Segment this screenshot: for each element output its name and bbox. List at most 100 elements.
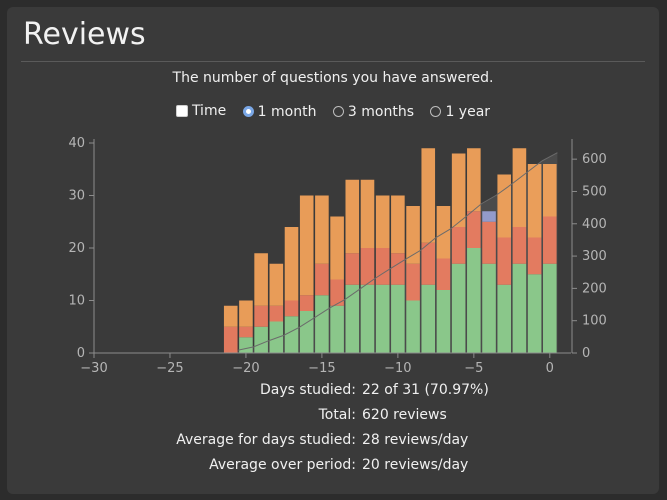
range-1-year-option[interactable]: 1 year — [430, 104, 490, 120]
reviews-card: Reviews The number of questions you have… — [7, 7, 659, 494]
time-checkbox-option[interactable]: Time — [175, 103, 227, 119]
bar-learn — [284, 227, 299, 301]
bar-learn — [223, 305, 238, 327]
bar-mature — [497, 284, 512, 353]
bar-mature — [269, 321, 284, 353]
bar-mature — [421, 284, 436, 353]
range-3-months-option[interactable]: 3 months — [332, 103, 414, 120]
stat-label: Average over period: — [209, 457, 356, 473]
y2-tick-label: 200 — [582, 281, 607, 296]
bar-mature — [467, 248, 481, 353]
bar-young — [269, 305, 284, 322]
bar-mature — [299, 311, 314, 353]
bar-learn — [345, 179, 360, 254]
bar-learn — [497, 174, 512, 238]
y-tick-label: 30 — [68, 189, 85, 204]
stat-row-days-studied: Days studied: 22 of 31 (70.97%) — [7, 382, 659, 402]
range-1-month-option[interactable]: 1 month — [242, 103, 317, 120]
bar-learn — [406, 206, 420, 264]
stat-value: 28 reviews/day — [362, 432, 469, 448]
y2-tick-label: 300 — [582, 249, 607, 264]
stat-label: Total: — [318, 407, 356, 423]
bar-mature — [330, 305, 344, 353]
bar-learn — [330, 216, 344, 280]
range-1-year-radio[interactable] — [430, 106, 442, 117]
y2-tick-label: 500 — [582, 184, 607, 199]
y-tick-label: 10 — [68, 294, 85, 309]
time-label: Time — [191, 103, 227, 119]
bar-mature — [315, 295, 329, 353]
x-tick-label: −30 — [80, 361, 107, 376]
bar-mature — [543, 263, 557, 353]
bar-young — [512, 227, 527, 264]
x-tick-label: −25 — [156, 361, 183, 376]
range-1-month-label: 1 month — [257, 103, 317, 120]
x-tick-label: −10 — [384, 361, 411, 376]
stat-row-total: Total: 620 reviews — [7, 407, 659, 427]
y2-tick-label: 100 — [582, 314, 607, 329]
cumulative-line — [238, 152, 558, 351]
bar-young — [239, 326, 253, 338]
bar-learn — [391, 195, 405, 254]
bar-mature — [406, 300, 420, 353]
bar-learn — [315, 195, 329, 264]
stat-value: 20 reviews/day — [362, 457, 469, 473]
y2-tick-label: 400 — [582, 217, 607, 232]
range-1-year-label: 1 year — [445, 103, 491, 120]
bar-mature — [239, 337, 253, 353]
bar-young — [451, 227, 466, 264]
bar-mature — [436, 290, 451, 353]
bar-young — [421, 242, 436, 285]
bar-young — [406, 263, 420, 301]
bar-young — [436, 258, 451, 290]
stat-label: Days studied: — [259, 382, 356, 398]
stat-label: Average for days studied: — [176, 432, 356, 448]
stat-value: 620 reviews — [362, 407, 447, 423]
range-3-months-radio[interactable] — [332, 106, 344, 117]
bar-learn — [527, 164, 542, 238]
bar-learn — [451, 153, 466, 227]
bar-learn — [269, 263, 284, 306]
bar-mature — [360, 284, 375, 353]
y-tick-label: 40 — [68, 136, 85, 151]
bar-mature — [391, 284, 405, 353]
bar-young — [345, 253, 360, 285]
bar-learn — [375, 195, 390, 248]
bar-young — [284, 300, 299, 317]
bar-learn — [543, 164, 557, 217]
bar-young — [391, 253, 405, 285]
title-divider — [21, 61, 645, 62]
bar-young — [467, 211, 481, 248]
bar-mature — [345, 284, 360, 353]
bar-young — [360, 248, 375, 285]
bar-young — [482, 221, 496, 264]
y2-tick-label: 600 — [582, 152, 607, 167]
bar-young — [527, 237, 542, 275]
bar-young — [497, 237, 512, 285]
card-title: Reviews — [23, 17, 146, 52]
reviews-chart: −30 −25 −20 −15 −10 −5 00102030400100200300400… — [68, 136, 607, 376]
time-checkbox[interactable] — [175, 105, 188, 117]
x-tick-label: 0 — [546, 361, 554, 376]
bar-mature — [512, 263, 527, 353]
bar-young — [254, 305, 268, 327]
bar-young — [299, 295, 314, 311]
x-tick-label: −15 — [308, 361, 335, 376]
bar-relearn — [482, 211, 496, 222]
bar-mature — [254, 326, 268, 353]
range-selector: Time 1 month 3 months 1 year — [7, 103, 659, 121]
card-subtitle: The number of questions you have answere… — [172, 70, 494, 86]
bar-mature — [451, 263, 466, 353]
range-3-months-label: 3 months — [347, 103, 414, 120]
bar-young — [330, 279, 344, 306]
bar-young — [543, 216, 557, 264]
bar-learn — [254, 253, 268, 306]
y-tick-label: 20 — [68, 241, 85, 256]
bar-young — [223, 326, 238, 353]
bar-learn — [436, 206, 451, 259]
bar-mature — [284, 316, 299, 353]
stat-row-average-period: Average over period: 20 reviews/day — [7, 457, 659, 477]
bar-young — [375, 248, 390, 285]
stat-row-average-days-studied: Average for days studied: 28 reviews/day — [7, 432, 659, 452]
range-1-month-radio[interactable] — [242, 106, 254, 117]
